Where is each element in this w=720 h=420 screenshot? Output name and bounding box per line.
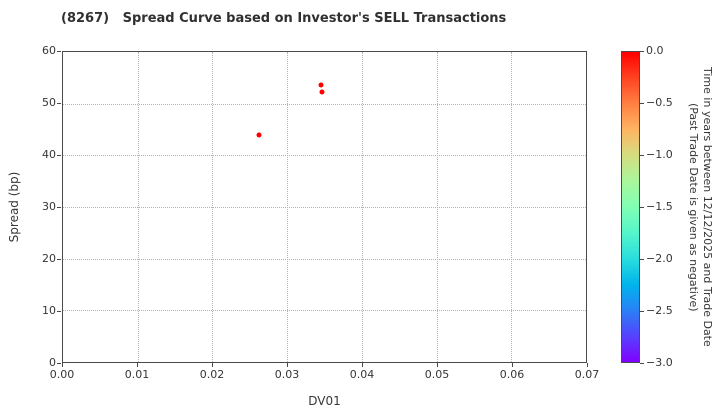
y-tick-mark [57,103,61,104]
y-tick-label: 0 [49,356,56,369]
x-tick-mark [437,363,438,367]
colorbar-tick-mark [640,311,644,312]
chart-title: (8267) Spread Curve based on Investor's … [61,11,507,26]
colorbar-tick-mark [640,259,644,260]
x-tick-label: 0.07 [574,368,600,381]
y-tick-label: 40 [42,148,56,161]
colorbar-tick-label: −2.5 [646,304,673,317]
colorbar-tick-label: 0.0 [646,44,664,57]
colorbar-tick-label: −3.0 [646,356,673,369]
x-tick-label: 0.01 [124,368,150,381]
x-tick-mark [362,363,363,367]
colorbar-tick-mark [640,155,644,156]
y-tick-label: 50 [42,96,56,109]
x-tick-label: 0.06 [499,368,525,381]
x-tick-label: 0.05 [424,368,450,381]
y-tick-mark [57,155,61,156]
y-gridline [63,104,586,105]
y-tick-label: 30 [42,200,56,213]
colorbar-label-line2: (Past Trade Date is given as negative) [687,102,700,312]
scatter-point [319,89,325,95]
y-axis-label: Spread (bp) [7,171,21,243]
colorbar-tick-mark [640,51,644,52]
colorbar-tick-label: −1.5 [646,200,673,213]
x-tick-mark [62,363,63,367]
colorbar-tick-mark [640,363,644,364]
colorbar-tick-label: −0.5 [646,96,673,109]
colorbar-tick-mark [640,103,644,104]
y-tick-mark [57,51,61,52]
y-gridline [63,310,586,311]
x-tick-mark [287,363,288,367]
colorbar-label-line1: Time in years between 12/12/2025 and Tra… [701,67,714,347]
x-tick-mark [587,363,588,367]
colorbar-tick-mark [640,207,644,208]
colorbar-axis-label: Time in years between 12/12/2025 and Tra… [686,51,714,363]
x-tick-label: 0.04 [349,368,375,381]
x-tick-mark [512,363,513,367]
colorbar-gradient [621,51,640,363]
plot-area [62,51,587,363]
x-tick-label: 0.00 [49,368,75,381]
scatter-point [318,82,324,88]
x-tick-mark [137,363,138,367]
y-tick-mark [57,311,61,312]
y-gridline [63,207,586,208]
y-tick-mark [57,207,61,208]
y-tick-label: 10 [42,304,56,317]
scatter-point [256,132,262,138]
y-gridline [63,155,586,156]
y-tick-mark [57,363,61,364]
x-tick-label: 0.03 [274,368,300,381]
y-tick-label: 60 [42,44,56,57]
colorbar-tick-label: −2.0 [646,252,673,265]
colorbar-tick-label: −1.0 [646,148,673,161]
x-axis-label: DV01 [308,394,341,408]
x-tick-label: 0.02 [199,368,225,381]
y-gridline [63,259,586,260]
x-tick-mark [212,363,213,367]
y-tick-mark [57,259,61,260]
y-tick-label: 20 [42,252,56,265]
